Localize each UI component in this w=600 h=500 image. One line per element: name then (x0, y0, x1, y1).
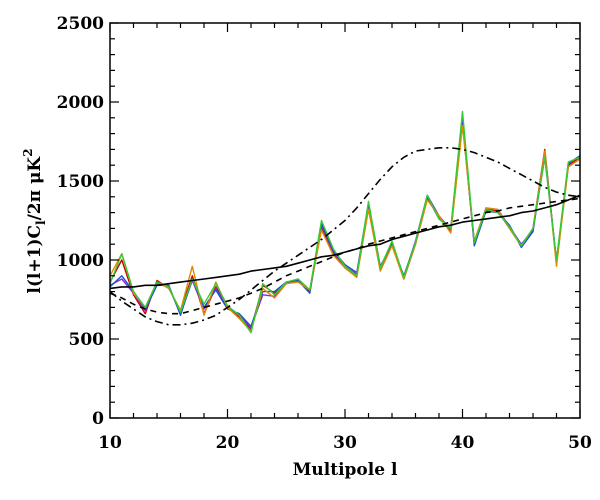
y-tick-label: 2000 (57, 93, 104, 113)
x-axis-ticks (109, 23, 581, 418)
y-tick-label: 500 (69, 330, 105, 350)
x-tick-label: 10 (98, 433, 122, 453)
y-tick-label: 1000 (57, 251, 104, 271)
x-tick-label: 30 (333, 433, 357, 453)
x-tick-label: 40 (451, 433, 475, 453)
series-layer (109, 110, 581, 334)
y-axis-ticks (110, 22, 580, 419)
x-tick-label: 20 (216, 433, 240, 453)
x-axis-label: Multipole l (293, 460, 398, 480)
y-tick-label: 2500 (57, 14, 104, 34)
series-line-7 (109, 197, 581, 315)
series-line-8 (109, 147, 581, 326)
x-tick-label: 50 (568, 433, 592, 453)
x-axis-tick-labels: 10 20 30 40 50 (98, 433, 592, 453)
y-axis-label: l(l+1)Cl/2π μK2 (21, 148, 48, 293)
series-line-6 (109, 194, 581, 290)
y-tick-label: 0 (92, 409, 104, 429)
y-tick-label: 1500 (57, 172, 104, 192)
y-axis-tick-labels: 0 500 1000 1500 2000 2500 (57, 14, 104, 429)
